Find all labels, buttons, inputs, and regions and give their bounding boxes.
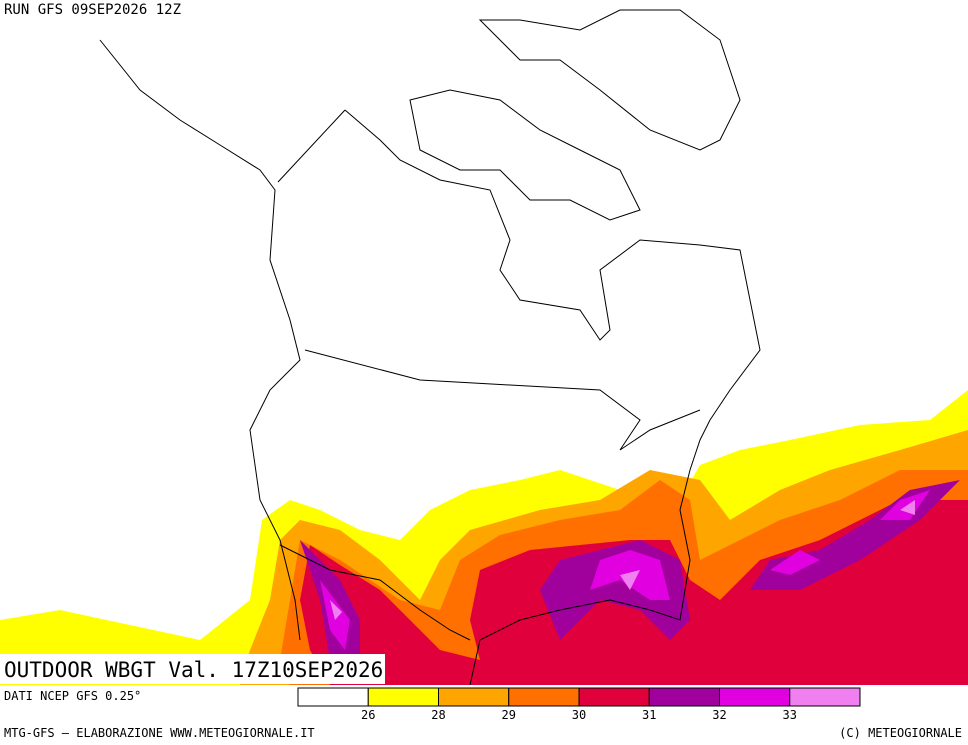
legend-label: 31 bbox=[642, 708, 656, 722]
footer-left: MTG-GFS — ELABORAZIONE WWW.METEOGIORNALE… bbox=[4, 726, 315, 740]
legend-swatch bbox=[297, 687, 369, 707]
legend: 26 28 29 30 31 32 33 bbox=[297, 687, 861, 722]
legend-label: 30 bbox=[572, 708, 586, 722]
greenland bbox=[478, 9, 741, 151]
field-32 bbox=[320, 490, 930, 650]
legend-swatch bbox=[648, 687, 720, 707]
legend-label: 29 bbox=[502, 708, 516, 722]
footer-right: (C) METEOGIORNALE bbox=[839, 726, 962, 740]
coastlines bbox=[99, 9, 761, 686]
legend-swatch bbox=[578, 687, 650, 707]
legend-label: 28 bbox=[431, 708, 445, 722]
arctic-islands bbox=[409, 89, 641, 221]
legend-label: 26 bbox=[361, 708, 375, 722]
title-box bbox=[0, 654, 385, 684]
legend-swatch bbox=[367, 687, 439, 707]
legend-label: 33 bbox=[783, 708, 797, 722]
legend-swatch bbox=[789, 687, 861, 707]
source-label: DATI NCEP GFS 0.25° bbox=[4, 689, 141, 703]
map-title: OUTDOOR WBGT Val. 17Z10SEP2026 bbox=[4, 658, 383, 682]
east-coast bbox=[344, 109, 761, 686]
borders bbox=[277, 109, 701, 641]
run-label: RUN GFS 09SEP2026 12Z bbox=[4, 2, 181, 18]
west-coast bbox=[99, 39, 301, 641]
legend-swatch bbox=[438, 687, 510, 707]
legend-swatch bbox=[508, 687, 580, 707]
legend-label: 32 bbox=[712, 708, 726, 722]
legend-swatch bbox=[719, 687, 791, 707]
